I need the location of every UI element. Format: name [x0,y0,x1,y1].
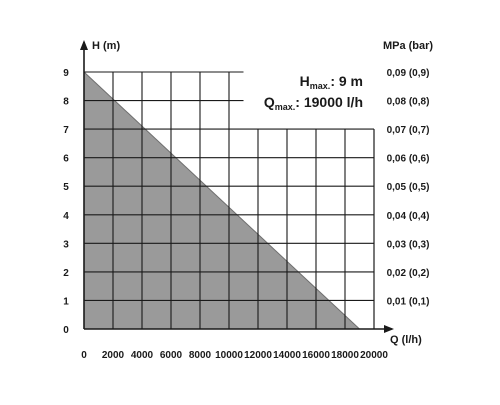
tick-label-layer: 0 2000 4000 6000 8000 10000 12000 14000 16000 180… [63,68,429,361]
performance-curve [83,71,360,330]
y-right-tick-label: 0,02 (0,2) [387,268,430,279]
y-right-tick-label: 0,08 (0,8) [387,97,430,108]
area-layer [83,71,360,330]
y-tick-label: 0 [63,325,69,336]
x-tick-label: 20000 [360,350,388,361]
x-tick-label: 8000 [189,350,212,361]
y-right-tick-label: 0,05 (0,5) [387,182,430,193]
y-right-tick-label: 0,03 (0,3) [387,239,430,250]
y-tick-label: 4 [63,211,69,222]
y-right-tick-label: 0,07 (0,7) [387,125,430,136]
hmax-subscript: max. [310,81,331,91]
y-tick-label: 3 [63,239,69,250]
y-tick-label: 8 [63,97,69,108]
x-tick-label: 0 [81,350,87,361]
x-tick-label: 12000 [244,350,272,361]
hmax-value: : 9 m [330,73,363,89]
qmax-symbol: Q [264,94,275,110]
y-tick-label: 2 [63,268,69,279]
x-tick-label: 4000 [131,350,154,361]
qmax-annotation: Qmax.: 19000 l/h [264,94,363,112]
x-axis-arrow [384,325,394,333]
y-right-tick-label: 0,09 (0,9) [387,68,430,79]
qmax-subscript: max. [275,102,296,112]
qmax-value: : 19000 l/h [295,94,363,110]
y-right-tick-label: 0,06 (0,6) [387,154,430,165]
hmax-annotation: Hmax.: 9 m [300,73,363,91]
x-tick-label: 10000 [215,350,243,361]
y-tick-label: 5 [63,182,69,193]
y-axis-arrow [80,40,88,50]
grid-layer [84,71,375,329]
y-tick-label: 1 [63,296,69,307]
x-tick-label: 14000 [273,350,301,361]
y-axis-title: H (m) [92,40,120,52]
svg-text:Qmax.: 19000 l/h: Qmax.: 19000 l/h [264,94,363,112]
y-right-axis-title: MPa (bar) [383,40,433,52]
axes-layer [80,40,394,333]
x-tick-label: 18000 [331,350,359,361]
y-right-tick-label: 0,01 (0,1) [387,296,430,307]
x-tick-label: 16000 [302,350,330,361]
y-tick-label: 9 [63,68,69,79]
y-tick-label: 6 [63,154,69,165]
x-tick-label: 6000 [160,350,183,361]
x-tick-label: 2000 [102,350,125,361]
x-axis-title: Q (l/h) [390,334,422,346]
svg-text:Hmax.: 9 m: Hmax.: 9 m [300,73,363,91]
hmax-symbol: H [300,73,310,89]
y-right-tick-label: 0,04 (0,4) [387,211,430,222]
y-tick-label: 7 [63,125,69,136]
